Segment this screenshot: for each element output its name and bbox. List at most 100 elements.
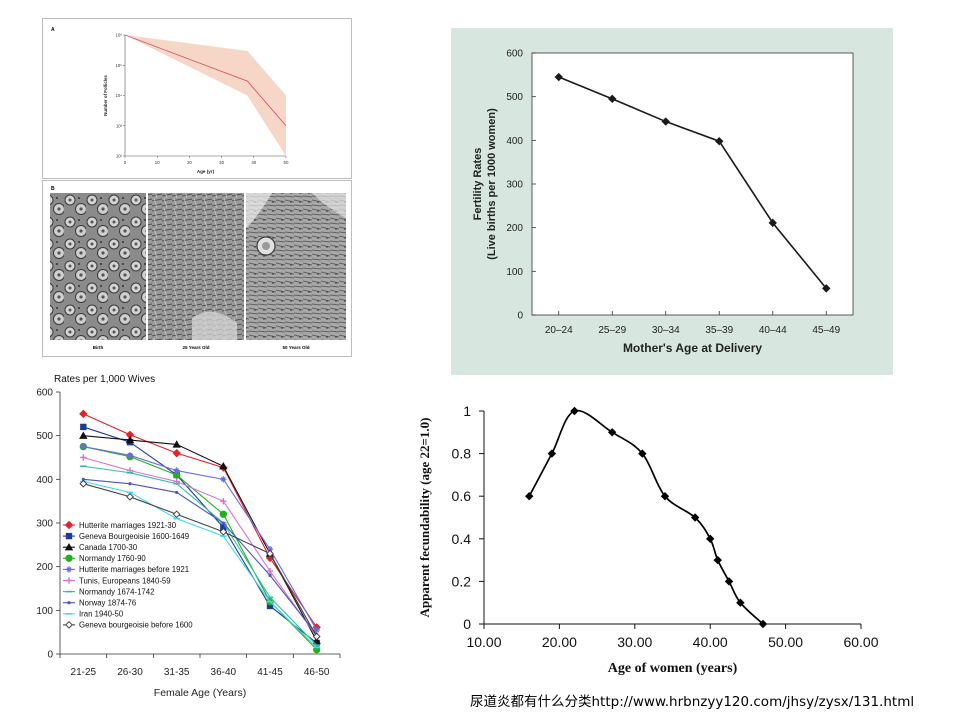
fertility-x-tick-label: 25–29 [598, 325, 626, 336]
rates-legend-label: Tunis, Europeans 1840-59 [79, 576, 171, 585]
fertility-point [768, 218, 777, 228]
rates-series-point [220, 524, 227, 531]
fertility-y-tick-label: 400 [506, 136, 523, 147]
rates-legend-marker [64, 543, 74, 551]
rates-legend-marker [64, 520, 74, 530]
fertility-y-tick-label: 100 [506, 267, 523, 278]
rates-legend-label: Hutterite marriages 1921-30 [79, 521, 177, 530]
rates-series-point [219, 462, 228, 470]
follicle-x-label: Age (yr) [197, 169, 215, 174]
rates-series-point [81, 477, 85, 481]
rates-series-point [220, 476, 227, 483]
fecund-point [570, 406, 579, 416]
rates-series-point [80, 423, 87, 431]
rates-series-point [219, 527, 228, 536]
fecund-y-tick-label: 1 [463, 403, 471, 419]
fecund-x-tick-label: 20.00 [542, 634, 577, 650]
follicle-x-tick-label: 10 [155, 160, 160, 165]
follicle-y-tick-label: 10⁴ [116, 93, 123, 98]
fertility-y-label: Fertility Rates [472, 148, 484, 221]
fertility-line [558, 76, 827, 289]
rates-legend-marker [65, 620, 73, 629]
rates-series-point [80, 443, 87, 450]
rates-legend-label: Normandy 1674-1742 [79, 587, 154, 596]
rates-legend-marker [65, 577, 73, 584]
rates-x-tick-label: 21-25 [71, 667, 97, 678]
micrograph-caption-birth: Birth [93, 345, 104, 350]
rates-x-tick-label: 31-35 [164, 667, 190, 678]
rates-series-point [266, 549, 274, 558]
rates-legend-label: Geneva bourgeoisie before 1600 [79, 621, 193, 630]
fecundability-chart: 0 0.2 0.4 0.6 0.8 1 10.00 20.00 30.00 40.00 50.00 6… [417, 403, 879, 676]
fertility-point [715, 137, 724, 146]
rates-series-line [83, 483, 318, 637]
fecund-x-label: Age of women (years) [608, 661, 738, 676]
rates-series-line [83, 478, 318, 635]
rates-series-point [128, 482, 132, 486]
follicle-x-tick-label: 0 [124, 160, 127, 165]
follicle-x-tick-label: 30 [219, 160, 224, 165]
rates-series-point [265, 553, 275, 563]
fertility-point [554, 72, 563, 82]
fecund-y-label: Apparent fecundability (age 22=1.0) [417, 417, 432, 617]
rates-y-tick-label: 600 [36, 388, 53, 399]
rates-legend-marker [65, 566, 73, 573]
fertility-point [608, 94, 617, 104]
rates-series-point [79, 479, 88, 488]
follicle-median-line [124, 34, 287, 127]
fecund-curve [528, 409, 764, 625]
fecund-point [724, 577, 734, 586]
follicle-confidence-band [125, 35, 286, 156]
micrograph-birth [50, 193, 146, 340]
rates-series-point [126, 492, 134, 501]
fertility-x-label: Mother's Age at Delivery [623, 341, 762, 355]
fertility-plot-area [531, 52, 854, 316]
rates-series-line [83, 456, 318, 637]
fecund-y-tick-label: 0.8 [452, 446, 472, 462]
fertility-chart: 0 100 200 300 400 500 600 20–24 25–29 30–34 35–39 4… [451, 28, 893, 375]
fecund-point [547, 449, 557, 458]
rates-series-point [266, 546, 274, 553]
rates-y-tick-label: 0 [47, 650, 53, 661]
rates-series-point [220, 497, 227, 505]
fecund-x-tick-label: 60.00 [843, 634, 878, 650]
fecund-x-tick-label: 10.00 [466, 634, 501, 650]
rates-legend-marker [67, 601, 71, 605]
fecund-x-tick-label: 50.00 [768, 634, 803, 650]
rates-x-label: Female Age (Years) [154, 687, 246, 699]
rates-legend-marker [65, 532, 73, 540]
fertility-x-tick-label: 30–34 [652, 325, 680, 336]
rates-series-point [219, 510, 228, 518]
panel-label-a: A [51, 27, 55, 33]
follicle-x-tick-label: 50 [284, 160, 289, 165]
rates-series-line [83, 465, 318, 646]
rates-series-point [172, 448, 181, 458]
rates-series-point [173, 467, 180, 474]
fertility-point [661, 117, 670, 126]
fecund-y-tick-label: 0.6 [452, 488, 472, 504]
rates-series-point [221, 521, 225, 525]
rates-series-point [312, 632, 321, 641]
rates-series-point [125, 430, 135, 439]
panel-label-b: B [51, 186, 55, 192]
fecund-point [525, 492, 534, 501]
fertility-x-tick-label: 45–49 [812, 325, 840, 336]
follicle-x-tick-label: 20 [187, 160, 192, 165]
fecund-point [706, 534, 715, 543]
follicle-y-tick-label: 10⁵ [116, 63, 123, 68]
rates-x-tick-label: 46-50 [304, 667, 330, 678]
fertility-y-tick-label: 600 [506, 49, 523, 60]
fertility-y-label-sub: (Live births per 1000 women) [486, 108, 498, 260]
fertility-x-tick-label: 35–39 [705, 325, 733, 336]
follicle-y-tick-label: 10³ [116, 123, 123, 128]
micrograph-50-years [246, 193, 346, 340]
fecund-x-tick-label: 40.00 [693, 634, 728, 650]
fertility-x-tick-label: 20–24 [545, 325, 573, 336]
follicle-y-tick-label: 10² [116, 154, 123, 159]
rates-legend-marker [65, 554, 73, 562]
rates-y-tick-label: 300 [36, 519, 53, 530]
rates-x-tick-label: 26-30 [117, 667, 143, 678]
rates-series-point [266, 602, 274, 610]
rates-title: Rates per 1,000 Wives [54, 374, 155, 385]
